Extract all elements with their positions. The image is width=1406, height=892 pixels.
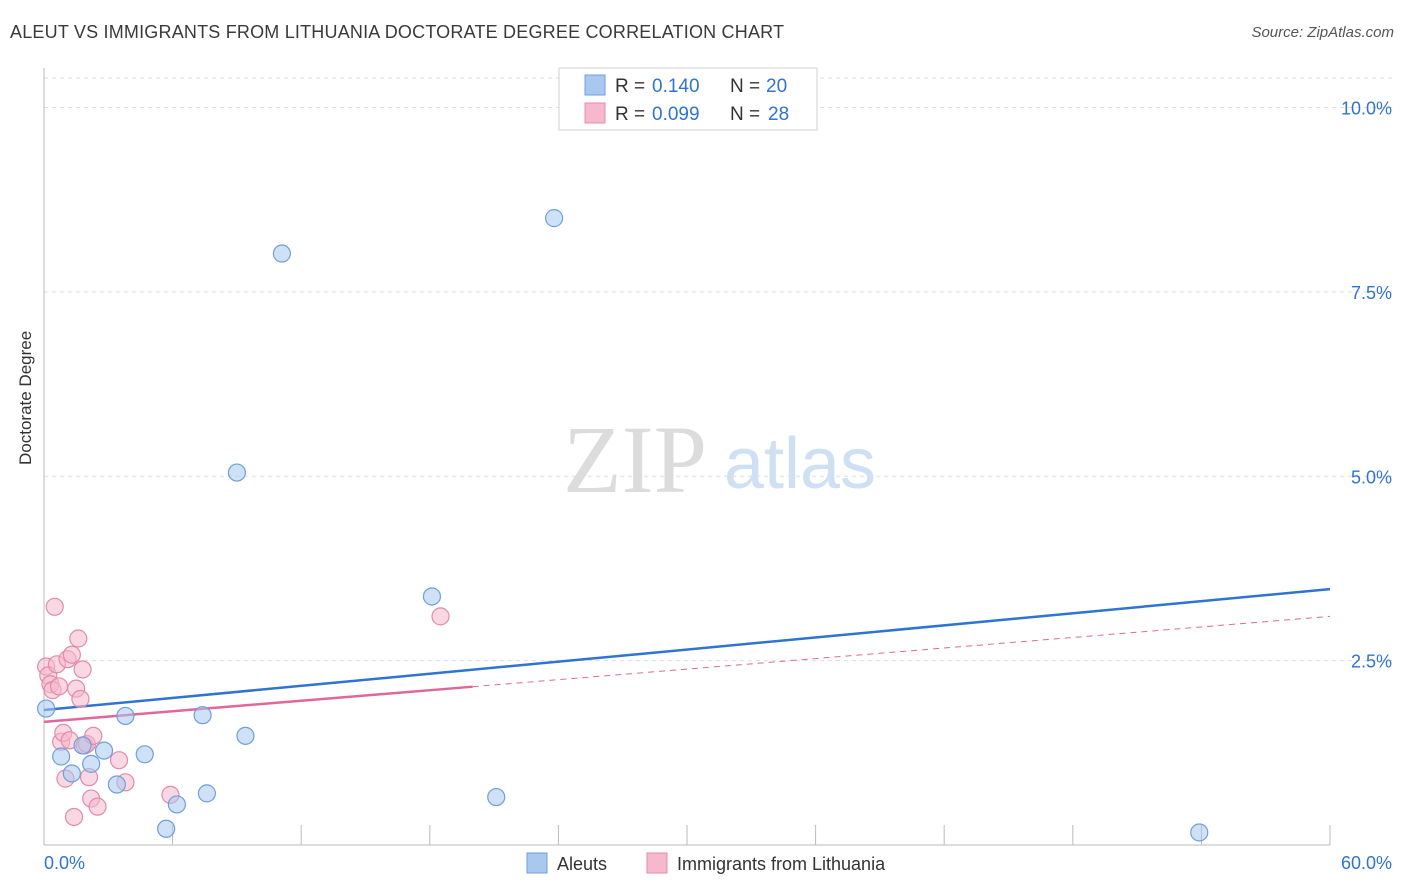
legend-swatch-aleuts (584, 74, 606, 96)
point-aleuts-13 (227, 463, 246, 482)
point-aleuts-19 (1190, 823, 1209, 842)
point-lithuania-15 (69, 629, 88, 648)
point-aleuts-7 (116, 706, 135, 726)
y-tick-label-0: 2.5% (1351, 652, 1392, 672)
point-lithuania-24 (109, 751, 129, 770)
point-aleuts-1 (52, 747, 71, 766)
point-lithuania-27 (431, 607, 450, 626)
legend-n-value-2: 28 (768, 104, 789, 125)
legend-n-label-2: N = (730, 104, 760, 125)
point-aleuts-12 (197, 784, 216, 803)
point-aleuts-5 (94, 741, 114, 760)
legend-r-value-1: 0.140 (652, 76, 700, 97)
legend-r-label-1: R = (615, 76, 645, 97)
axes (43, 68, 1331, 846)
point-lithuania-13 (64, 807, 84, 827)
trend-line-lithuania-extension (472, 615, 1331, 688)
watermark-atlas: atlas (724, 424, 876, 504)
point-lithuania-12 (62, 645, 81, 664)
legend-n-label-1: N = (730, 76, 760, 97)
data-points (37, 209, 1209, 842)
legend-n-value-1: 20 (766, 76, 787, 97)
point-aleuts-6 (107, 775, 126, 794)
series-legend-label-aleuts: Aleuts (557, 854, 607, 874)
grid-lines (44, 77, 1395, 662)
watermark-zip: ZIP (563, 406, 707, 513)
legend-swatch-lithuania (584, 102, 606, 124)
x-tick-label-0: 0.0% (44, 853, 85, 873)
point-lithuania-6 (49, 677, 69, 696)
chart-title: ALEUT VS IMMIGRANTS FROM LITHUANIA DOCTO… (10, 22, 785, 42)
y-tick-label-3: 10.0% (1341, 99, 1392, 119)
point-aleuts-17 (487, 787, 506, 807)
point-aleuts-14 (236, 726, 255, 745)
point-aleuts-2 (62, 764, 81, 783)
trend-line-lithuania (43, 685, 473, 724)
correlation-legend: R = 0.140 N = 20 R = 0.099 N = 28 (558, 67, 818, 131)
series-legend-label-lithuania: Immigrants from Lithuania (677, 854, 886, 874)
point-aleuts-8 (135, 745, 154, 764)
point-lithuania-4 (45, 597, 64, 616)
trend-lines (43, 587, 1331, 724)
legend-r-value-2: 0.099 (652, 104, 700, 125)
source-label: Source: ZipAtlas.com (1251, 24, 1394, 41)
point-aleuts-10 (167, 795, 186, 814)
series-legend-swatch-aleuts (526, 852, 548, 874)
y-tick-label-1: 5.0% (1351, 467, 1392, 487)
trend-line-aleuts (43, 587, 1331, 712)
point-aleuts-11 (193, 706, 212, 725)
point-lithuania-17 (73, 660, 92, 679)
point-aleuts-0 (37, 699, 56, 718)
series-legend-swatch-lithuania (646, 852, 668, 874)
series-legend: Aleuts Immigrants from Lithuania (526, 852, 886, 874)
point-aleuts-4 (82, 754, 101, 773)
y-tick-label-2: 7.5% (1351, 283, 1392, 303)
x-tick-label-1: 60.0% (1341, 853, 1392, 873)
point-aleuts-16 (422, 587, 442, 606)
point-aleuts-9 (157, 819, 176, 838)
legend-r-label-2: R = (615, 104, 645, 125)
point-aleuts-15 (272, 244, 292, 263)
point-lithuania-23 (88, 797, 107, 816)
point-lithuania-16 (71, 689, 90, 709)
watermark: ZIP atlas (563, 406, 876, 513)
point-aleuts-18 (545, 209, 564, 228)
tick-labels: 2.5% 5.0% 7.5% 10.0% 0.0% 60.0% (44, 99, 1392, 874)
point-aleuts-3 (73, 736, 92, 755)
